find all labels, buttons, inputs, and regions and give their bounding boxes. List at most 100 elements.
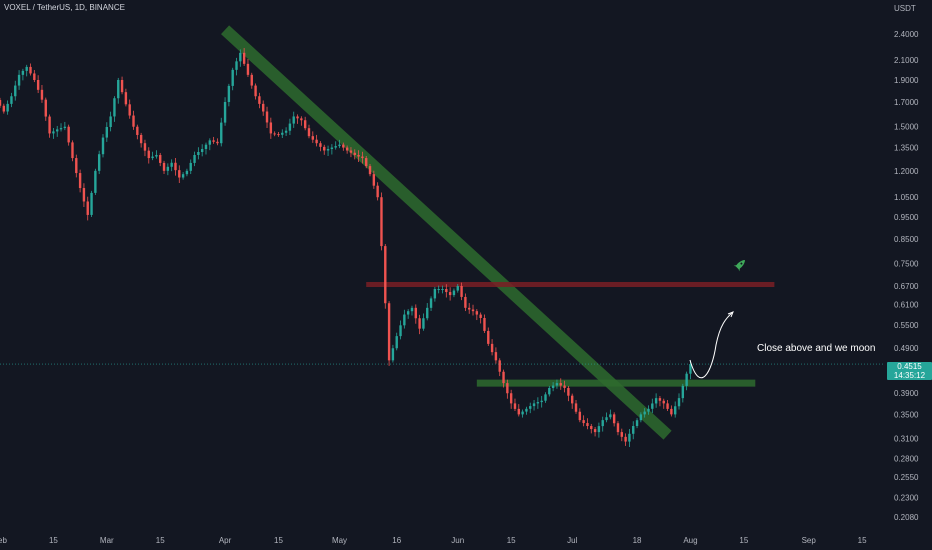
candle-body [235,61,238,70]
candle-down [307,124,311,139]
candle-body [59,128,63,130]
candle-up [231,67,234,91]
candle-body [399,325,402,337]
candle-body [513,403,517,409]
candle-body [178,170,181,178]
candle-body [536,402,540,404]
candle-up [628,429,631,448]
candle-body [487,330,490,344]
candle-down [67,124,70,146]
y-tick-label: 2.4000 [894,30,919,39]
candle-body [490,343,494,353]
candle-up [90,190,93,218]
arrowhead-icon [727,311,734,318]
candle-up [21,68,25,81]
candle-up [288,118,292,136]
candle-body [151,156,154,159]
candle-body [227,85,231,102]
candle-body [551,385,555,388]
y-tick-label: 0.7500 [894,260,919,269]
candle-body [670,408,673,415]
candle-up [410,305,414,316]
candle-up [403,309,406,329]
x-tick-label: Feb [0,536,7,545]
x-tick-label: 16 [392,536,401,545]
candle-body [448,292,452,296]
candle-up [632,421,635,440]
candle-down [254,83,257,100]
candle-down [376,182,379,201]
bar-countdown: 14:35:12 [893,371,926,380]
candle-up [441,285,444,294]
candle-body [605,417,608,421]
candle-body [391,348,395,361]
candle-body [677,398,681,407]
candle-body [56,129,59,132]
candle-body [666,403,669,409]
candle-up [223,97,227,126]
candle-down [471,304,475,316]
candle-body [2,105,6,112]
candle-up [193,151,196,167]
candle-down [345,145,349,154]
candle-body [101,137,105,155]
candle-up [197,147,200,160]
candle-body [403,314,406,326]
candle-up [525,406,528,415]
candle-down [311,131,315,143]
candle-down [216,138,219,146]
candle-body [181,174,185,178]
rocket-icon [733,260,745,272]
candle-body [357,155,360,157]
candle-up [689,360,692,380]
candle-body [212,140,215,142]
candle-body [262,103,265,112]
x-tick-label: 15 [274,536,283,545]
y-tick-label: 0.3100 [894,434,919,443]
candle-up [94,168,97,195]
candle-body [120,79,124,93]
candle-body [506,383,509,394]
candle-down [593,426,597,437]
candle-down [2,103,6,114]
candle-down [624,433,627,446]
candle-down [506,379,509,399]
y-tick-label: 0.3500 [894,410,919,419]
candle-up [63,121,67,131]
candle-down [246,59,250,77]
candle-up [406,309,410,319]
candle-body [170,162,173,167]
candle-down [498,358,501,377]
candle-down [567,385,570,402]
price-axis[interactable]: 2.4000 2.1000 1.9000 1.7000 1.5000 1.3500 1.20… [894,30,919,522]
candle-down [384,244,387,309]
y-tick-label: 0.8500 [894,235,919,244]
candle-up [647,405,650,415]
time-axis[interactable]: Feb 15 Mar 15 Apr 15 May 16 Jun 15 Jul 18 Aug 15 Sep 15 [0,536,867,545]
candle-up [52,127,55,139]
candle-up [654,393,658,408]
candle-up [10,92,13,108]
candle-up [17,70,21,90]
candle-body [139,134,143,144]
candle-body [204,144,208,150]
candle-body [445,289,448,293]
candle-down [616,421,620,436]
candle-up [437,285,440,294]
candle-up [170,159,173,172]
candle-down [342,142,345,151]
candle-down [139,132,143,148]
candle-down [265,106,269,128]
candle-body [124,92,128,105]
x-tick-label: 15 [858,536,867,545]
candle-down [563,380,566,393]
candle-body [265,111,269,123]
candle-down [502,369,505,388]
candle-body [654,398,658,404]
candle-up [181,172,185,180]
candle-down [349,147,353,158]
candle-body [319,143,322,147]
candle-up [97,150,101,175]
candle-down [262,100,265,116]
